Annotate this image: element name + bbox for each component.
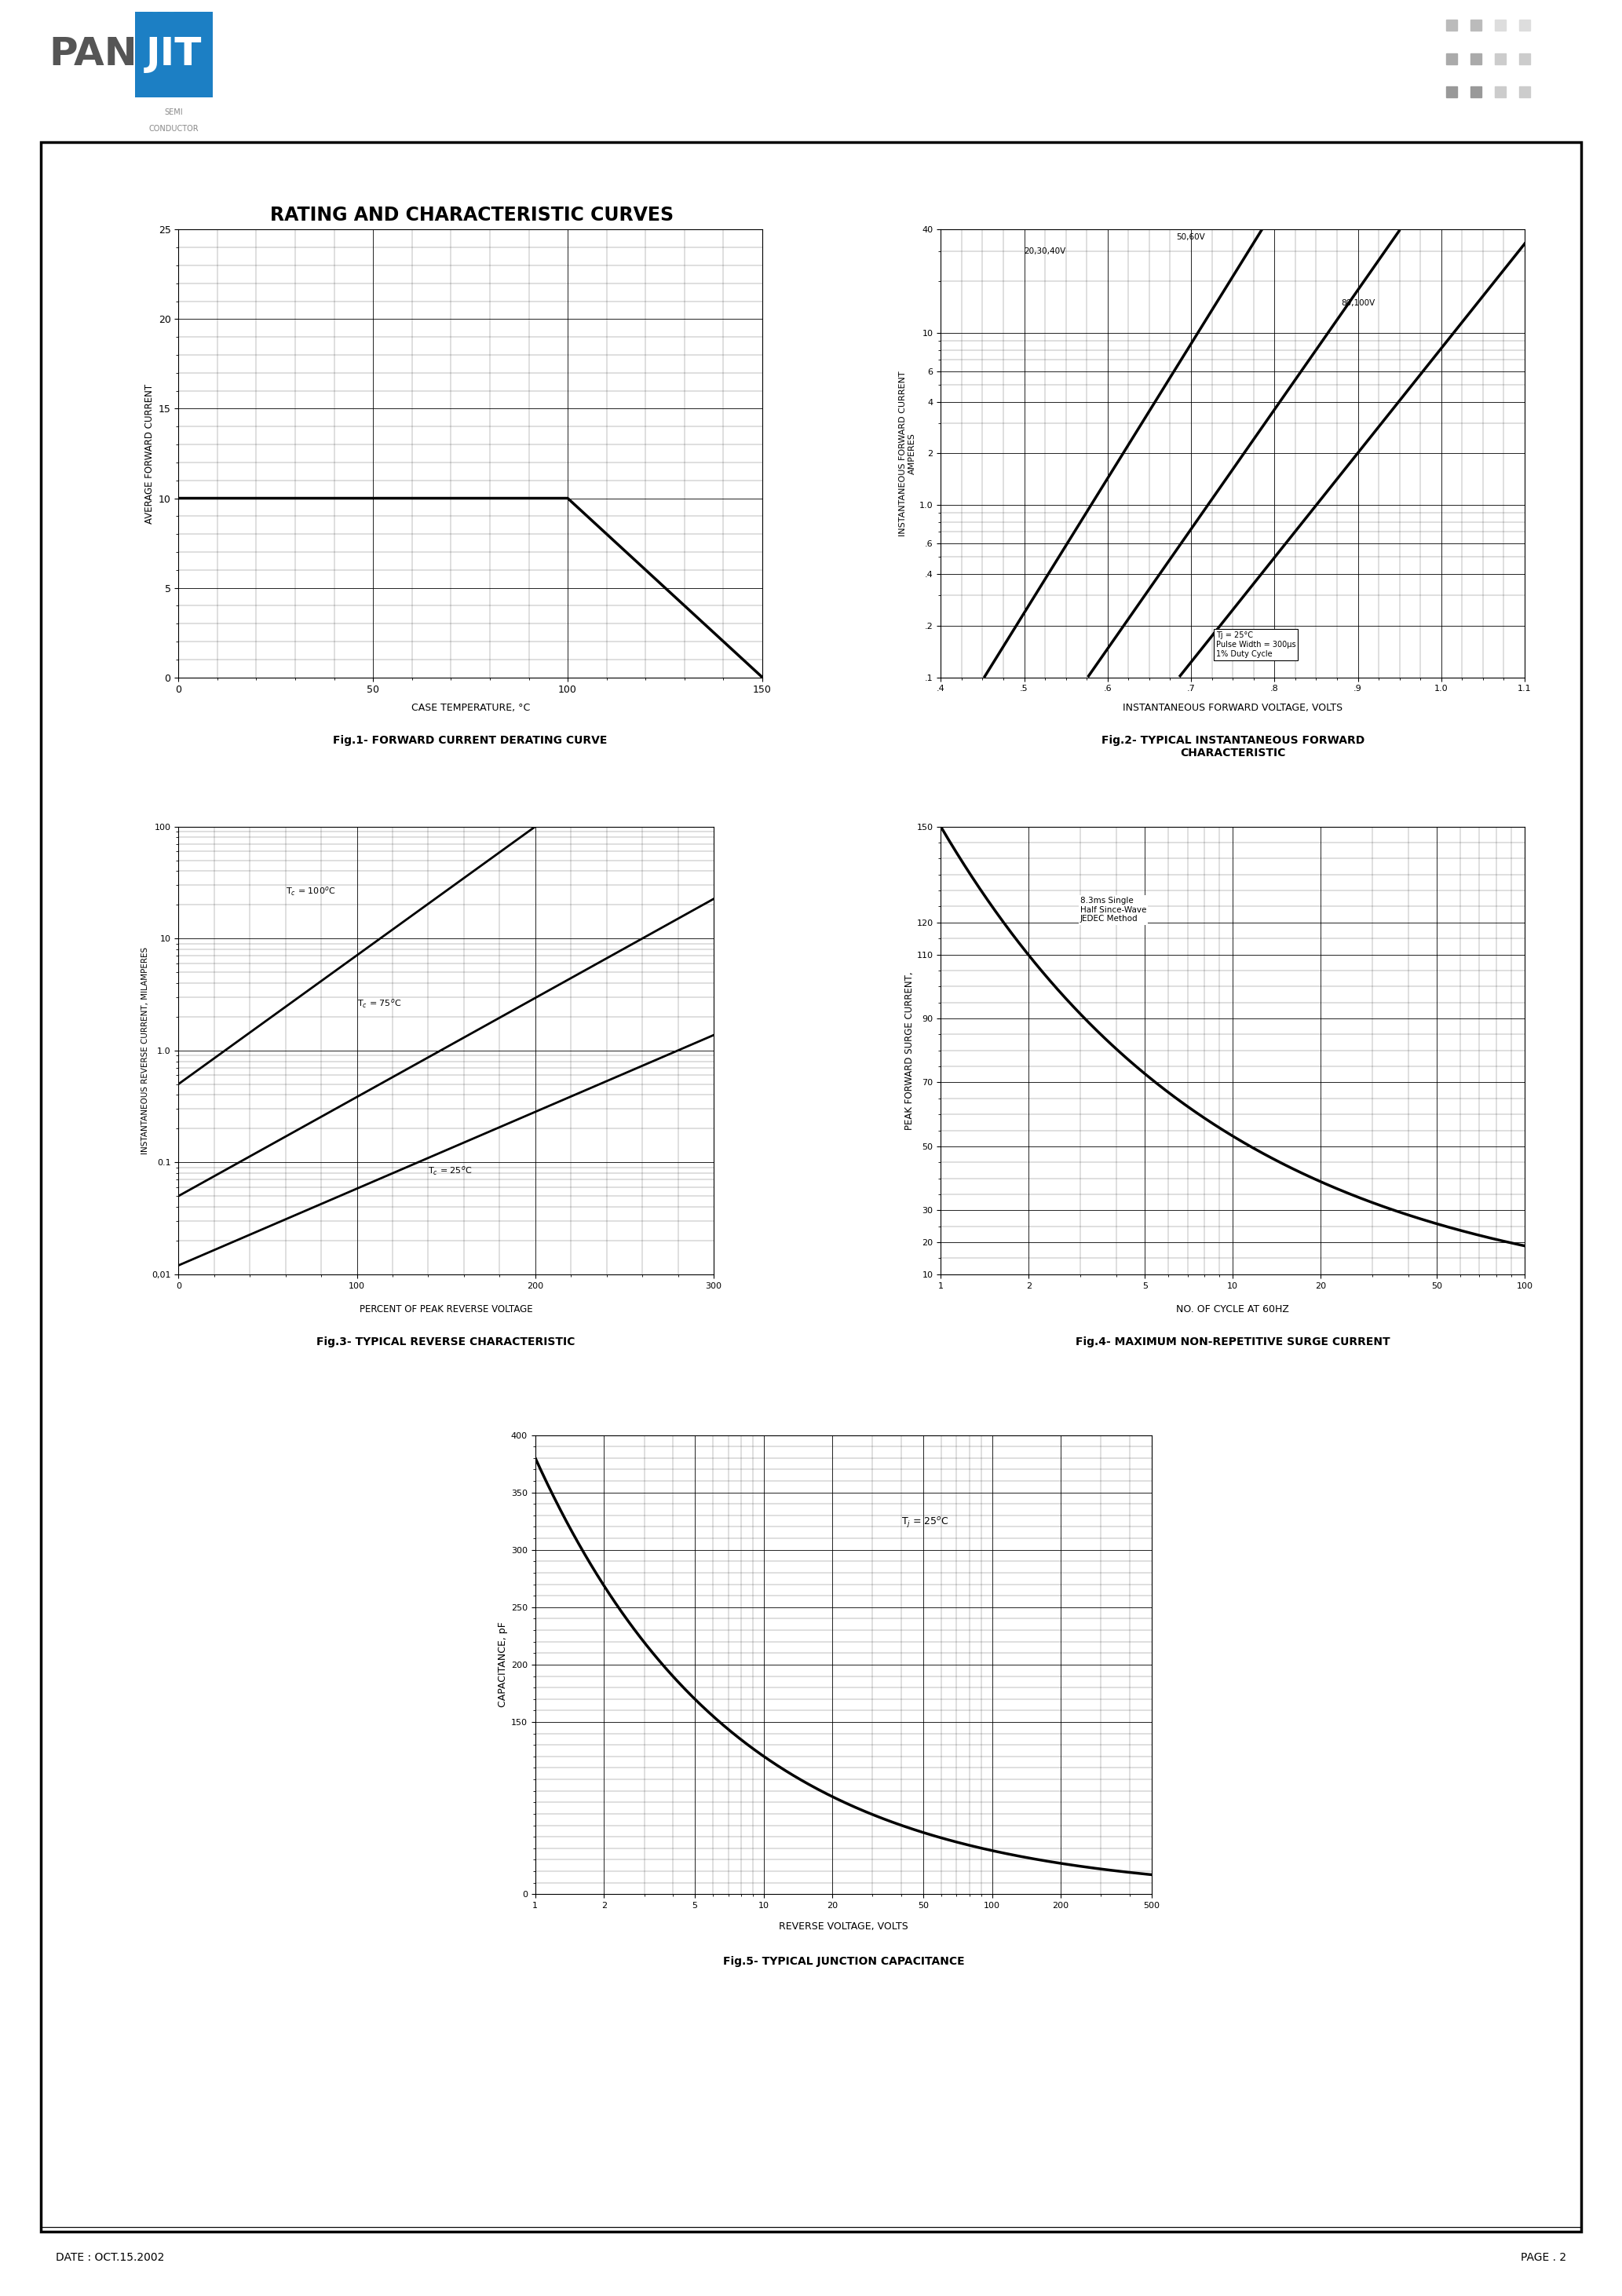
- Text: T$_c$ = 25$^o$C: T$_c$ = 25$^o$C: [428, 1164, 472, 1178]
- Text: NO. OF CYCLE AT 60HZ: NO. OF CYCLE AT 60HZ: [1176, 1304, 1289, 1313]
- Text: CONDUCTOR: CONDUCTOR: [149, 126, 200, 133]
- Text: 20,30,40V: 20,30,40V: [1023, 248, 1066, 255]
- Text: INSTANTANEOUS FORWARD VOLTAGE, VOLTS: INSTANTANEOUS FORWARD VOLTAGE, VOLTS: [1122, 703, 1343, 712]
- Text: REVERSE VOLTAGE, VOLTS: REVERSE VOLTAGE, VOLTS: [779, 1922, 908, 1931]
- Text: Fig.4- MAXIMUM NON-REPETITIVE SURGE CURRENT: Fig.4- MAXIMUM NON-REPETITIVE SURGE CURR…: [1075, 1336, 1390, 1348]
- Text: 80,100V: 80,100V: [1341, 298, 1375, 308]
- Y-axis label: INSTANTANEOUS FORWARD CURRENT
AMPERES: INSTANTANEOUS FORWARD CURRENT AMPERES: [899, 370, 916, 537]
- Text: 8.3ms Single
Half Since-Wave
JEDEC Method: 8.3ms Single Half Since-Wave JEDEC Metho…: [1080, 898, 1147, 923]
- Text: T$_c$ = 100$^o$C: T$_c$ = 100$^o$C: [285, 886, 336, 898]
- Text: SEMI: SEMI: [165, 108, 183, 115]
- Text: Fig.1- FORWARD CURRENT DERATING CURVE: Fig.1- FORWARD CURRENT DERATING CURVE: [333, 735, 608, 746]
- Y-axis label: INSTANTANEOUS REVERSE CURRENT, MILAMPERES: INSTANTANEOUS REVERSE CURRENT, MILAMPERE…: [141, 946, 149, 1155]
- Text: Tj = 25°C
Pulse Width = 300μs
1% Duty Cycle: Tj = 25°C Pulse Width = 300μs 1% Duty Cy…: [1216, 631, 1296, 657]
- Y-axis label: PEAK FORWARD SURGE CURRENT,: PEAK FORWARD SURGE CURRENT,: [903, 971, 915, 1130]
- Text: JIT: JIT: [146, 37, 203, 73]
- Text: PAN: PAN: [49, 37, 138, 73]
- Y-axis label: AVERAGE FORWARD CURRENT: AVERAGE FORWARD CURRENT: [144, 383, 156, 523]
- Text: Fig.2- TYPICAL INSTANTANEOUS FORWARD
CHARACTERISTIC: Fig.2- TYPICAL INSTANTANEOUS FORWARD CHA…: [1101, 735, 1364, 758]
- Text: RATING AND CHARACTERISTIC CURVES: RATING AND CHARACTERISTIC CURVES: [271, 207, 673, 225]
- Text: Fig.5- TYPICAL JUNCTION CAPACITANCE: Fig.5- TYPICAL JUNCTION CAPACITANCE: [723, 1956, 963, 1968]
- FancyBboxPatch shape: [135, 11, 212, 96]
- Text: 50,60V: 50,60V: [1176, 234, 1205, 241]
- Text: CASE TEMPERATURE, °C: CASE TEMPERATURE, °C: [410, 703, 530, 712]
- Text: Fig.3- TYPICAL REVERSE CHARACTERISTIC: Fig.3- TYPICAL REVERSE CHARACTERISTIC: [316, 1336, 576, 1348]
- Text: PAGE . 2: PAGE . 2: [1520, 2252, 1567, 2264]
- Text: PERCENT OF PEAK REVERSE VOLTAGE: PERCENT OF PEAK REVERSE VOLTAGE: [360, 1304, 532, 1313]
- Y-axis label: CAPACITANCE, pF: CAPACITANCE, pF: [498, 1621, 508, 1708]
- Text: T$_j$ = 25$^o$C: T$_j$ = 25$^o$C: [902, 1515, 949, 1529]
- Text: T$_c$ = 75$^o$C: T$_c$ = 75$^o$C: [357, 996, 401, 1010]
- Text: DATE : OCT.15.2002: DATE : OCT.15.2002: [55, 2252, 164, 2264]
- FancyBboxPatch shape: [41, 142, 1581, 2232]
